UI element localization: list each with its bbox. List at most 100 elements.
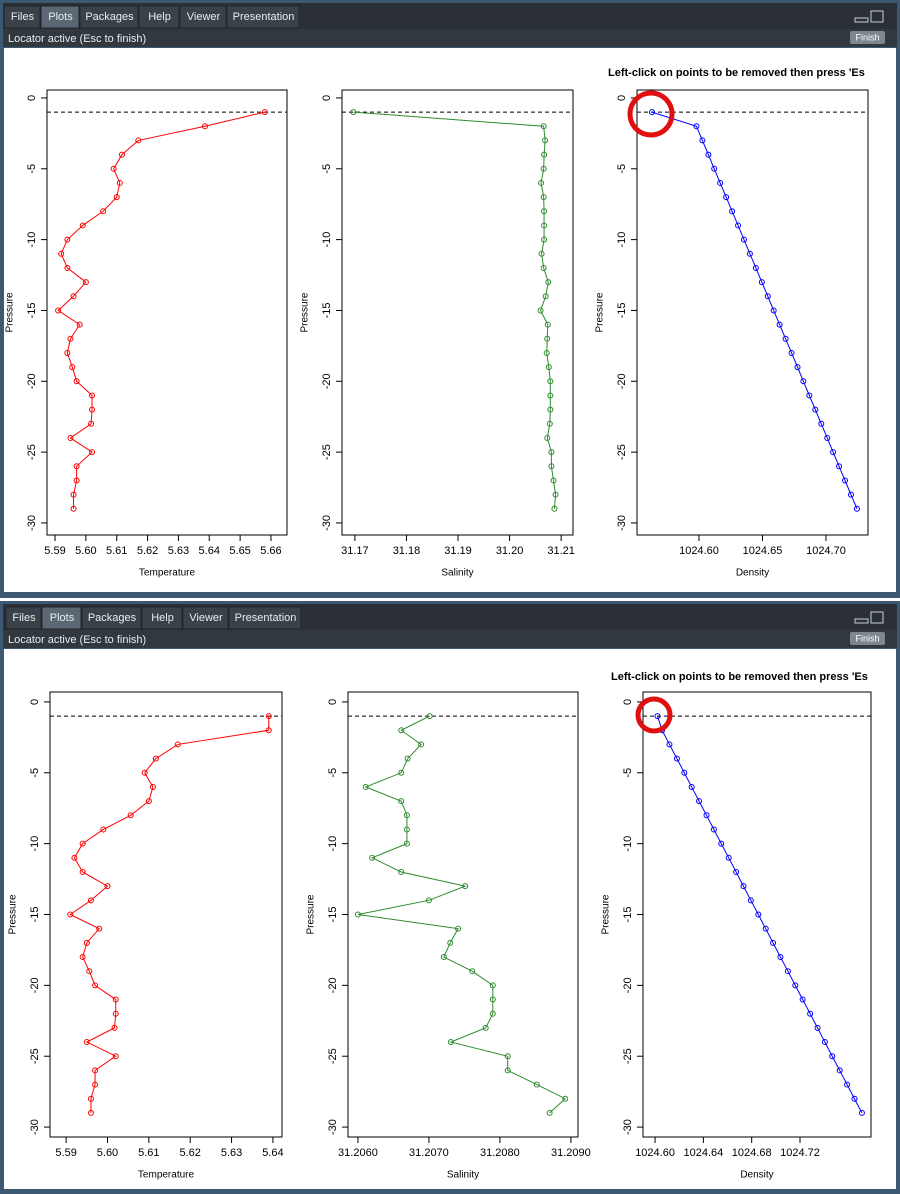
profile-line — [57, 111, 265, 509]
data-point — [89, 406, 96, 413]
data-point — [83, 939, 90, 946]
tab[interactable] — [138, 5, 180, 29]
y-tick-label: -25 — [26, 444, 38, 460]
plot-box — [46, 89, 288, 536]
x-tick-label: 1024.70 — [806, 545, 846, 557]
tab[interactable] — [81, 606, 142, 630]
data-point — [830, 449, 837, 456]
finish-label[interactable]: Finish — [855, 633, 879, 643]
minimize-icon[interactable] — [854, 618, 869, 624]
tab[interactable] — [226, 5, 300, 29]
maximize-icon[interactable] — [870, 611, 884, 624]
data-point — [847, 491, 854, 498]
data-point — [87, 1095, 94, 1102]
data-point — [740, 883, 747, 890]
tab-label[interactable]: Presentation — [235, 612, 297, 624]
data-point — [83, 1039, 90, 1046]
tab-label[interactable]: Files — [12, 612, 36, 624]
x-tick-label: 1024.60 — [635, 1147, 675, 1159]
y-tick-label: -25 — [29, 1048, 41, 1064]
data-point — [540, 123, 547, 130]
data-point — [70, 293, 77, 300]
data-point — [79, 954, 86, 961]
x-tick-label: 1024.60 — [679, 545, 719, 557]
data-point — [829, 1053, 836, 1060]
data-point — [403, 826, 410, 833]
data-point — [127, 812, 134, 819]
data-point — [112, 996, 119, 1003]
data-point — [87, 897, 94, 904]
x-tick-label: 5.61 — [138, 1147, 159, 1159]
tab-label[interactable]: Packages — [85, 11, 134, 23]
data-point — [699, 137, 706, 144]
x-tick-label: 5.60 — [97, 1147, 118, 1159]
x-tick-label: 5.60 — [75, 545, 96, 557]
data-point — [145, 798, 152, 805]
data-point — [818, 420, 825, 427]
tab-label[interactable]: Plots — [50, 612, 75, 624]
tab[interactable] — [141, 606, 183, 630]
data-point — [104, 883, 111, 890]
x-tick-label: 5.64 — [262, 1147, 283, 1159]
finish-button[interactable] — [850, 632, 885, 645]
x-tick-label: 1024.68 — [732, 1147, 772, 1159]
tab[interactable] — [182, 606, 229, 630]
data-point — [723, 194, 730, 201]
tab[interactable] — [41, 606, 82, 630]
data-point — [544, 335, 551, 342]
status-bar — [3, 630, 897, 648]
data-point — [111, 1024, 118, 1031]
data-point — [858, 1109, 865, 1116]
x-tick-label: 5.64 — [199, 545, 220, 557]
tab-label[interactable]: Files — [11, 11, 35, 23]
tab-label[interactable]: Packages — [88, 612, 137, 624]
tab-label[interactable]: Presentation — [233, 11, 295, 23]
data-point — [55, 307, 62, 314]
data-point — [824, 434, 831, 441]
data-point — [758, 279, 765, 286]
tab[interactable] — [3, 5, 41, 29]
data-point — [265, 713, 272, 720]
tab-label[interactable]: Plots — [48, 11, 73, 23]
finish-button[interactable] — [850, 31, 885, 44]
tab-label[interactable]: Viewer — [189, 612, 223, 624]
plot-box — [636, 89, 869, 536]
tab[interactable] — [79, 5, 139, 29]
data-point — [504, 1067, 511, 1074]
y-tick-label: -25 — [616, 444, 628, 460]
x-tick-label: 5.63 — [221, 1147, 242, 1159]
data-point — [666, 741, 673, 748]
data-point — [398, 868, 405, 875]
data-point — [404, 755, 411, 762]
data-point — [174, 741, 181, 748]
tab-label[interactable]: Help — [148, 11, 171, 23]
y-axis-label: Pressure — [5, 292, 16, 332]
y-tick-label: -30 — [321, 515, 333, 531]
data-point — [562, 1095, 569, 1102]
maximize-icon[interactable] — [870, 10, 884, 23]
data-point — [141, 769, 148, 776]
data-point — [718, 840, 725, 847]
tab[interactable] — [179, 5, 227, 29]
y-tick-label: -15 — [26, 302, 38, 318]
data-point — [70, 491, 77, 498]
data-point — [350, 109, 357, 116]
data-point — [844, 1081, 851, 1088]
y-tick-label: -10 — [321, 232, 333, 248]
tab[interactable] — [5, 606, 42, 630]
tab[interactable] — [40, 5, 80, 29]
tab-label[interactable]: Viewer — [187, 11, 221, 23]
tab[interactable] — [228, 606, 302, 630]
finish-label[interactable]: Finish — [855, 32, 879, 42]
tab-label[interactable]: Help — [151, 612, 174, 624]
y-tick-label: 0 — [622, 699, 634, 705]
data-point — [540, 165, 547, 172]
x-tick-label: 31.18 — [393, 545, 421, 557]
data-point — [776, 321, 783, 328]
y-tick-label: 0 — [29, 699, 41, 705]
data-point — [717, 179, 724, 186]
minimize-icon[interactable] — [854, 17, 869, 23]
status-text: Locator active (Esc to finish) — [8, 33, 146, 45]
y-tick-label: -25 — [321, 444, 333, 460]
